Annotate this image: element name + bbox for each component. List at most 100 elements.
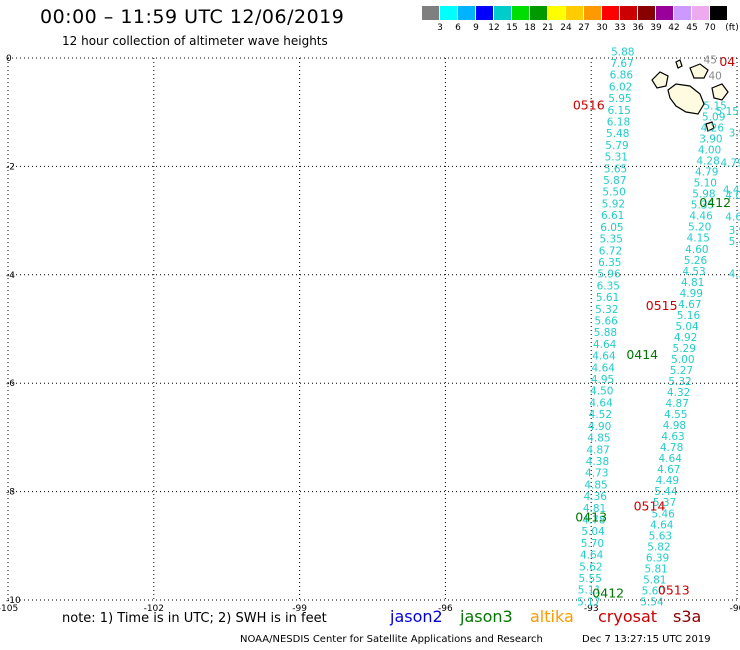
pass-time-label: 0414 (626, 347, 658, 362)
wave-height-value: 4.78 (660, 442, 683, 454)
color-swatch (512, 6, 529, 20)
wave-height-value: 6.18 (607, 117, 630, 129)
wave-height-value: 4.28 (696, 156, 719, 168)
wave-height-value: 4.81 (681, 277, 704, 289)
x-tick-label: -90 (730, 604, 740, 614)
color-scale-unit: (ft) (725, 23, 739, 33)
wave-height-value: 5.11 (578, 585, 601, 597)
wave-height-value: 5.95 (608, 93, 631, 105)
color-scale-label: 45 (686, 23, 698, 33)
wave-height-value: 5.82 (647, 541, 670, 553)
color-scale-label: 3 (437, 23, 443, 33)
wave-height-value: 5.04 (675, 321, 699, 333)
wave-height-value: 5.15 (716, 106, 739, 118)
wave-height-value: 4.90 (588, 421, 611, 433)
color-swatch (638, 6, 655, 20)
wave-height-value: 4.64 (593, 339, 617, 351)
wave-height-value: 4.2 (729, 269, 740, 281)
wave-height-value: 5.04 (581, 526, 605, 538)
wave-height-value: 4.99 (680, 288, 703, 300)
wave-height-value: 4.32 (667, 387, 690, 399)
pass-time-label: 0515 (646, 298, 678, 313)
color-scale-label: 70 (704, 23, 716, 33)
island-fernandina (651, 71, 669, 89)
wave-height-value: 5.63 (649, 530, 672, 542)
wave-height-value: 5.81 (644, 563, 667, 575)
wave-height-value: 5.10 (694, 178, 717, 190)
color-swatch (656, 6, 673, 20)
wave-height-value: 4.55 (664, 409, 687, 421)
x-tick-label: -105 (0, 604, 18, 614)
wave-height-value: 4.64 (589, 397, 613, 409)
color-scale-label: 42 (668, 23, 680, 33)
legend-cryosat: cryosat (598, 607, 658, 626)
wave-height-value: 5.35 (691, 200, 714, 212)
wave-height-value: 5.70 (581, 538, 604, 550)
wave-height-value: 5.44 (654, 486, 678, 498)
wave-height-value: 4.85 (584, 479, 607, 491)
wave-height-value: 5.65 (604, 163, 627, 175)
pass-time-labels: 0412 0413 0414 0412 0513 0514 0515 0516 04 (573, 54, 735, 600)
wave-height-value: 3.9 (729, 128, 740, 140)
map-grid (7, 57, 738, 601)
wave-height-value: 6.39 (646, 552, 669, 564)
wave-height-value: 5.60 (642, 585, 665, 597)
legend-altika: altika (530, 607, 574, 626)
pass-time-label: 0513 (658, 583, 690, 598)
color-swatch (440, 6, 457, 20)
wave-height-value: 5.62 (579, 561, 602, 573)
wave-height-value: 4.67 (678, 299, 701, 311)
color-scale-label: 9 (473, 23, 479, 33)
color-scale-label: 12 (488, 23, 500, 33)
wave-height-value: 5.32 (595, 304, 618, 316)
wave-height-value: 40 (708, 71, 721, 83)
color-swatch (620, 6, 637, 20)
wave-height-value: 4.79 (695, 167, 718, 179)
axis-tick-labels: -105 -102 -99 -96 -93 -90 0 -2 -4 -6 -8 -10 (0, 54, 740, 614)
wave-height-value: 4.49 (656, 475, 679, 487)
wave-height-value: 4.79 (720, 157, 740, 169)
wave-height-value: 4.53 (682, 266, 705, 278)
color-swatch (692, 6, 709, 20)
color-swatch (422, 6, 439, 20)
island-santa-cruz (711, 83, 729, 101)
color-swatch (584, 6, 601, 20)
pass-time-label: 0413 (575, 509, 607, 524)
wave-height-value: 6.15 (607, 105, 630, 117)
color-swatch (476, 6, 493, 20)
wave-height-value: 5.81 (643, 574, 666, 586)
color-scale-label: 36 (632, 23, 644, 33)
island-floreana (705, 121, 715, 132)
color-swatch (710, 6, 727, 20)
wave-height-value: 4.50 (590, 386, 613, 398)
color-scale-label: 21 (542, 23, 554, 33)
wave-height-value: 5.54 (640, 596, 664, 608)
wave-height-value: 5.92 (602, 198, 625, 210)
wave-height-value: 4.64 (592, 351, 616, 363)
wave-height-value: 6.86 (610, 70, 634, 82)
wave-height-value: 5.32 (668, 376, 691, 388)
wave-height-value: 5.98 (692, 189, 715, 201)
wave-height-value: 5.09 (702, 112, 725, 124)
generated-timestamp: Dec 7 13:27:15 UTC 2019 (582, 634, 711, 645)
wave-height-value: 4.15 (687, 233, 710, 245)
color-scale-label: 39 (650, 23, 662, 33)
y-tick-label: -4 (6, 271, 15, 281)
color-swatch (602, 6, 619, 20)
pass-time-label: 0516 (573, 97, 605, 112)
chart-title: 00:00 – 11:59 UTC 12/06/2019 (40, 6, 345, 28)
wave-height-value: 4.85 (587, 433, 610, 445)
color-swatch (530, 6, 547, 20)
color-scale-label: 18 (524, 23, 536, 33)
wave-height-value: 45 (704, 54, 717, 66)
wave-height-value: 5.37 (653, 497, 676, 509)
wave-height-value: 5.35 (600, 234, 623, 246)
color-scale-label: 6 (455, 23, 461, 33)
wave-height-value: 6.72 (599, 245, 622, 257)
color-swatch (458, 6, 475, 20)
wave-height-value: 5.88 (611, 46, 634, 58)
x-tick-label: -96 (438, 604, 453, 614)
wave-height-value: 5.55 (579, 573, 602, 585)
wave-height-value: 5.66 (594, 316, 618, 328)
wave-height-value: 4.64 (659, 453, 683, 465)
